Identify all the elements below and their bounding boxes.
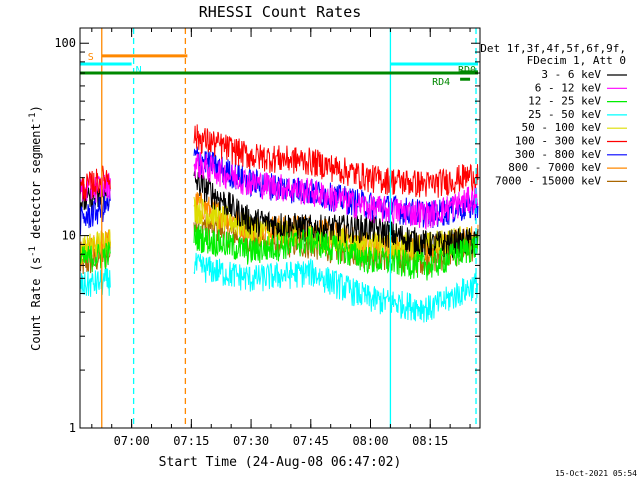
series-line-12-25-kev-seg1 — [79, 241, 111, 273]
series-line-12-25-kev-seg2 — [193, 224, 479, 281]
plot-frame — [79, 27, 481, 429]
x-tick-label: 07:45 — [293, 434, 329, 448]
legend-label-6-12-kev: 6 - 12 keV — [535, 81, 602, 94]
series-line-300-800-kev-seg1 — [79, 193, 111, 235]
x-tick-label: 07:15 — [173, 434, 209, 448]
series-line-50-100-kev-seg1 — [79, 229, 111, 265]
flag-label-s: S — [88, 52, 94, 63]
legend-label-12-25-kev: 12 - 25 keV — [528, 95, 601, 108]
series-line-6-12-kev-seg2 — [193, 152, 479, 231]
legend-label-3-6-kev: 3 - 6 keV — [541, 68, 601, 81]
y-tick-label: 1 — [69, 421, 76, 435]
x-tick-label: 07:00 — [114, 434, 150, 448]
x-tick-label: 08:00 — [352, 434, 388, 448]
legend-label-7000-15000-kev: 7000 - 15000 keV — [495, 174, 601, 187]
legend-label-50-100-kev: 50 - 100 keV — [522, 121, 602, 134]
y-tick-label: 10 — [62, 229, 76, 243]
footer-date: 15-Oct-2021 05:54 — [555, 469, 637, 478]
legend-label-25-50-kev: 25 - 50 keV — [528, 108, 601, 121]
chart-title: RHESSI Count Rates — [199, 3, 362, 21]
y-tick-label: 100 — [54, 36, 76, 50]
x-axis-label: Start Time (24-Aug-08 06:47:02) — [159, 455, 402, 470]
plot-data-layer — [79, 124, 479, 323]
legend-label-100-300-kev: 100 - 300 keV — [515, 135, 601, 148]
series-line-3-6-kev-seg2 — [193, 170, 479, 259]
flag-label-rd4: RD4 — [432, 77, 450, 88]
series-line-25-50-kev-seg2 — [193, 252, 479, 323]
legend-header-line1: Det 1f,3f,4f,5f,6f,9f, — [480, 42, 626, 55]
x-tick-label: 07:30 — [233, 434, 269, 448]
y-axis-label: Count Rate (s-1 detector segment-1) — [28, 105, 43, 351]
legend-header-line2: FDecim 1, Att 0 — [527, 54, 626, 67]
legend-label-800-7000-kev: 800 - 7000 keV — [508, 161, 601, 174]
flag-layer: S N RD0 RD4 — [80, 28, 479, 428]
axis-layer: 07:00 07:15 07:30 07:45 08:00 08:15 1 10 100 — [54, 28, 480, 448]
x-tick-label: 08:15 — [412, 434, 448, 448]
flag-label-n: N — [136, 65, 142, 76]
series-line-100-300-kev-seg2 — [193, 124, 479, 198]
series-line-100-300-kev-seg1 — [79, 165, 111, 202]
flag-label-rd0: RD0 — [458, 65, 476, 76]
legend-label-300-800-kev: 300 - 800 keV — [515, 148, 601, 161]
legend: Det 1f,3f,4f,5f,6f,9f, FDecim 1, Att 0 3… — [480, 42, 627, 187]
